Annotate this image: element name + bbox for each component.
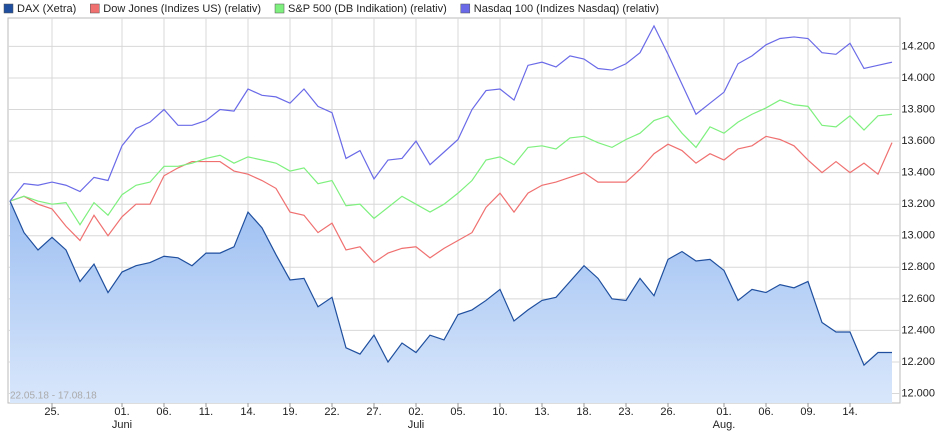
y-tick-label: 14.200 (901, 40, 935, 52)
x-tick-label: 23. (618, 406, 633, 418)
line (9, 99, 893, 226)
y-tick-label: 12.000 (901, 387, 935, 399)
x-tick-label: 22. (324, 406, 339, 418)
legend-label: DAX (Xetra) (17, 3, 76, 15)
y-tick-label: 12.800 (901, 261, 935, 273)
x-tick-label: 10. (492, 406, 507, 418)
y-tick-label: 14.000 (901, 72, 935, 84)
y-tick-label: 12.600 (901, 293, 935, 305)
month-label: Juli (408, 419, 425, 431)
legend-label: S&P 500 (DB Indikation) (relativ) (288, 3, 447, 15)
y-tick-label: 13.600 (901, 135, 935, 147)
y-tick-label: 13.000 (901, 230, 935, 242)
line (9, 200, 892, 367)
y-tick-label: 13.800 (901, 103, 935, 115)
x-tick-label: 11. (199, 406, 213, 418)
line (9, 24, 893, 202)
x-tick-label: 01. (716, 406, 731, 418)
x-tick-label: 19. (282, 406, 297, 418)
line (9, 135, 893, 264)
x-tick-label: 14. (842, 406, 857, 418)
x-tick-label: 26. (660, 406, 675, 418)
legend-swatch (90, 3, 100, 14)
legend-label: Dow Jones (Indizes US) (relativ) (103, 3, 261, 15)
x-tick-label: 05. (450, 406, 465, 418)
month-label: Aug. (713, 419, 736, 431)
x-tick-label: 25. (44, 406, 59, 418)
x-tick-label: 09. (800, 406, 815, 418)
x-tick-label: 18. (576, 406, 591, 418)
x-tick-label: 06. (758, 406, 773, 418)
x-tick-label: 13. (534, 406, 549, 418)
x-tick-label: 01. (114, 406, 129, 418)
x-tick-label: 02. (408, 406, 423, 418)
marks (9, 24, 893, 403)
x-tick-label: 06. (156, 406, 171, 418)
labels: 12.00012.20012.40012.60012.80013.00013.2… (3, 3, 935, 431)
y-tick-label: 13.400 (901, 167, 935, 179)
y-tick-label: 12.200 (901, 356, 935, 368)
month-label: Juni (112, 419, 132, 431)
date-range: 22.05.18 - 17.08.18 (10, 391, 97, 402)
y-tick-label: 12.400 (901, 324, 935, 336)
legend-label: Nasdaq 100 (Indizes Nasdaq) (relativ) (474, 3, 659, 15)
legend-swatch (460, 3, 471, 14)
area (10, 201, 892, 403)
x-tick-label: 14. (240, 406, 255, 418)
y-tick-label: 13.200 (901, 198, 935, 210)
legend-swatch (3, 3, 14, 14)
legend-swatch (274, 3, 285, 14)
x-tick-label: 27. (366, 406, 381, 418)
